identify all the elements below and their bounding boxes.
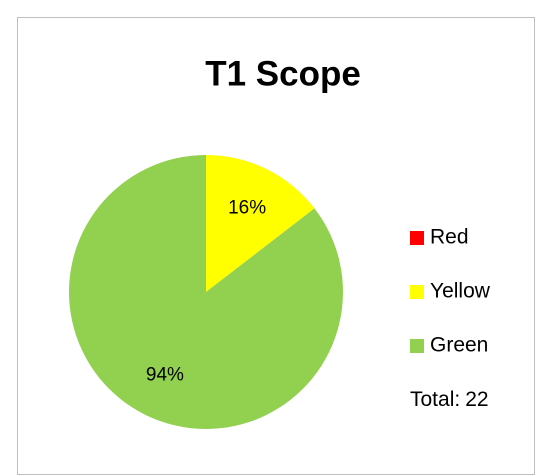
total-value: 22 [465, 388, 488, 411]
legend-label: Yellow [430, 280, 491, 303]
data-label: 94% [146, 365, 184, 386]
legend-label: Red [430, 226, 469, 249]
pie-slice [206, 155, 315, 292]
data-label: 16% [228, 197, 266, 218]
legend-swatch [410, 285, 424, 299]
pie-slice [68, 155, 343, 429]
legend-swatch [410, 231, 424, 245]
total-label: Total: [410, 388, 460, 411]
legend-swatch [410, 339, 424, 353]
chart-title: T1 Scope [205, 54, 361, 93]
legend-label: Green [430, 334, 488, 357]
total-annotation: Total: 22 [410, 388, 489, 411]
